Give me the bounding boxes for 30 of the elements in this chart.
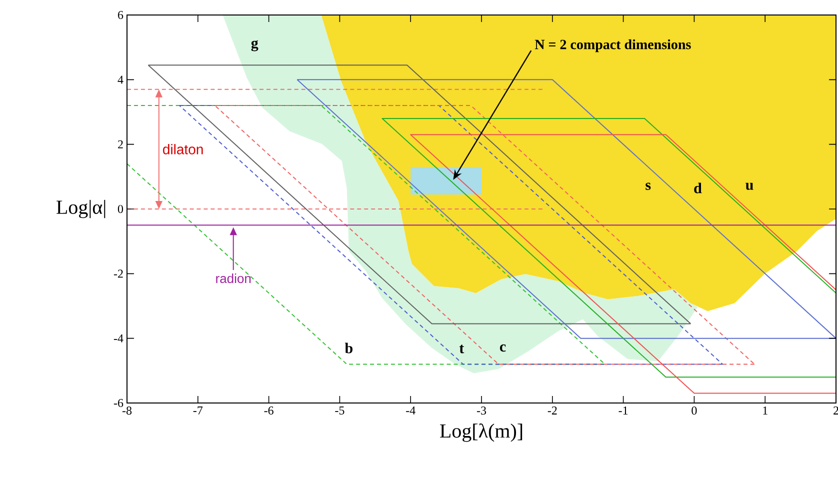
annotation: dilaton (163, 144, 203, 154)
y-tick-label: 4 (118, 76, 124, 84)
series-label: t (459, 344, 464, 354)
x-tick-label: -5 (335, 406, 344, 414)
x-axis-title: Log[λ(m)] (440, 423, 522, 442)
x-tick-label: -8 (122, 406, 132, 415)
series-label: s (646, 182, 651, 190)
x-tick-label: 1 (763, 406, 768, 414)
series-label: b (344, 342, 352, 354)
x-tick-label: 0 (692, 406, 697, 415)
series-label: u (746, 182, 754, 190)
y-tick-label: 0 (118, 204, 124, 214)
x-tick-label: -3 (476, 406, 486, 415)
y-tick-label: 6 (118, 10, 124, 20)
x-tick-label: -6 (264, 406, 274, 415)
ref-line-label: radion (216, 274, 251, 284)
series-label: c (500, 344, 506, 352)
x-tick-label: -1 (618, 406, 628, 414)
y-axis-title: Log|α| (56, 200, 106, 218)
x-tick-label: -7 (193, 406, 203, 414)
x-tick-label: 2 (834, 406, 838, 414)
y-tick-label: -4 (114, 334, 124, 342)
y-tick-label: -2 (114, 270, 123, 278)
series-label: g (251, 40, 258, 52)
y-tick-label: 2 (118, 140, 123, 148)
annotation: N = 2 compact dimensions (534, 39, 691, 52)
series-label: d (694, 182, 702, 194)
x-tick-label: -4 (406, 406, 416, 414)
x-tick-label: -2 (548, 406, 557, 414)
y-tick-label: -6 (114, 398, 124, 408)
